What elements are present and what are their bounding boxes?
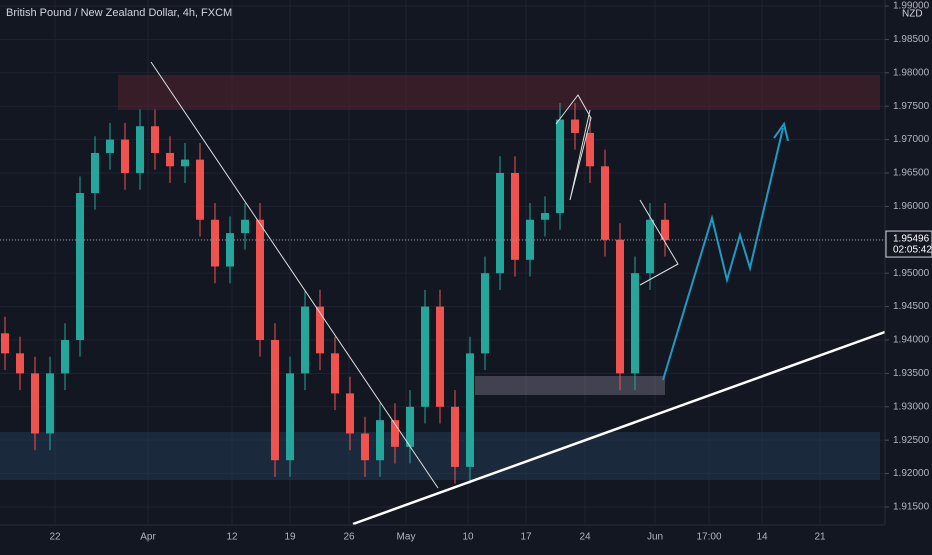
candle-body — [286, 373, 294, 461]
candle-body — [61, 339, 69, 374]
candle-body — [46, 373, 54, 434]
y-tick-label: 1.98000 — [893, 67, 930, 78]
candles — [1, 102, 669, 484]
candle-body — [556, 119, 564, 214]
x-tick-label: 17:00 — [696, 532, 721, 543]
last-price-box — [885, 230, 932, 258]
chart-title: British Pound / New Zealand Dollar, 4h, … — [6, 7, 232, 19]
x-tick-label: 10 — [462, 532, 474, 543]
wedge-lines — [555, 94, 592, 201]
y-tick-label: 1.94000 — [893, 335, 930, 346]
y-tick-label: 1.96500 — [893, 168, 930, 179]
y-tick-label: 1.91500 — [893, 502, 930, 513]
candle-body — [16, 353, 24, 374]
pennant-lines — [639, 199, 679, 286]
candle-body — [421, 306, 429, 407]
candle-body — [151, 126, 159, 153]
y-tick-label: 1.92000 — [893, 468, 930, 479]
candle-body — [481, 273, 489, 354]
demand-zone — [475, 376, 665, 395]
candle-body — [76, 193, 84, 340]
candle-body — [541, 213, 549, 220]
x-tick-label: 17 — [520, 532, 532, 543]
y-tick-label: 1.97500 — [893, 101, 930, 112]
candle-body — [181, 159, 189, 167]
candle-body — [526, 219, 534, 260]
candle-body — [121, 139, 129, 173]
candle-body — [1, 333, 9, 354]
y-tick-label: 1.99000 — [893, 1, 930, 12]
candle-body — [391, 420, 399, 447]
candle-body — [616, 239, 624, 374]
x-tick-label: 21 — [814, 532, 826, 543]
candle-body — [211, 219, 219, 267]
candle-body — [586, 132, 594, 167]
candle-body — [631, 273, 639, 374]
candle-body — [661, 219, 669, 241]
candle-body — [646, 219, 654, 274]
candle-body — [106, 139, 114, 153]
projection-arrow — [662, 127, 784, 381]
candle-body — [436, 306, 444, 407]
y-tick-label: 1.92500 — [893, 435, 930, 446]
candle-body — [376, 420, 384, 461]
candle-body — [511, 172, 519, 260]
countdown-label: 02:05:42 — [893, 245, 932, 256]
support-zone — [0, 432, 880, 480]
candle-body — [241, 219, 249, 234]
x-tick-label: 22 — [49, 532, 61, 543]
x-tick-label: May — [397, 532, 416, 543]
candle-body — [196, 159, 204, 220]
candle-body — [331, 353, 339, 394]
y-tick-label: 1.94500 — [893, 301, 930, 312]
candle-body — [466, 353, 474, 467]
candle-body — [346, 393, 354, 434]
x-tick-label: Jun — [647, 532, 663, 543]
candle-body — [226, 233, 234, 267]
candle-body — [271, 339, 279, 461]
candle-body — [316, 306, 324, 354]
candle-body — [601, 166, 609, 240]
candle-body — [496, 172, 504, 274]
x-tick-label: 12 — [226, 532, 238, 543]
candle-body — [256, 219, 264, 340]
candle-body — [91, 152, 99, 194]
x-tick-label: Apr — [140, 532, 156, 543]
currency-label: NZD — [902, 9, 923, 20]
x-tick-label: 14 — [756, 532, 768, 543]
y-tick-label: 1.97000 — [893, 134, 930, 145]
candle-body — [31, 373, 39, 434]
resistance-zone — [118, 75, 880, 110]
y-tick-label: 1.96000 — [893, 201, 930, 212]
y-tick-label: 1.95000 — [893, 268, 930, 279]
x-tick-label: 26 — [343, 532, 355, 543]
y-tick-label: 1.93000 — [893, 401, 930, 412]
trend-line — [150, 61, 439, 489]
candle-body — [571, 119, 579, 133]
candle-body — [361, 433, 369, 461]
candle-body — [406, 406, 414, 447]
support-trend-line — [352, 330, 886, 526]
y-tick-label: 1.98500 — [893, 34, 930, 45]
candle-body — [451, 406, 459, 467]
arrow-head — [773, 121, 789, 142]
x-tick-label: 19 — [284, 532, 296, 543]
y-tick-label: 1.93500 — [893, 368, 930, 379]
candle-body — [136, 126, 144, 173]
x-tick-label: 24 — [579, 532, 591, 543]
candle-body — [166, 152, 174, 167]
candle-body — [301, 306, 309, 374]
last-price-label: 1.95496 — [893, 234, 930, 245]
